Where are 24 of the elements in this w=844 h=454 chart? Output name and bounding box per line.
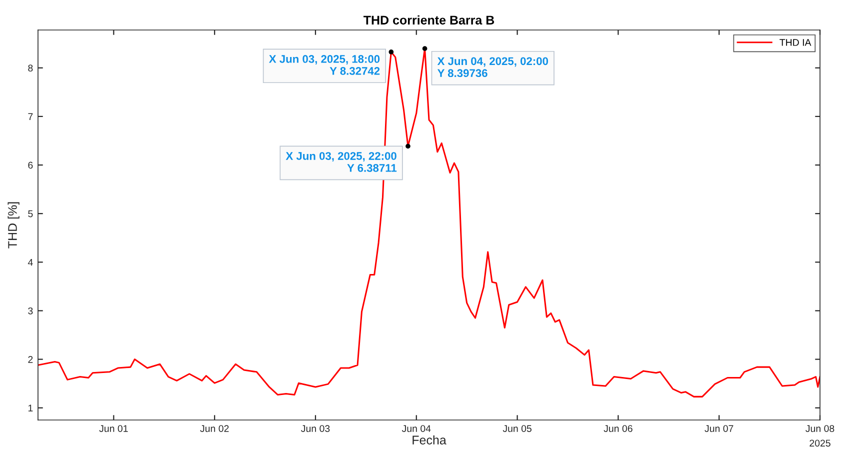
x-axis-title: Fecha [412, 435, 446, 444]
y-tick-label: 8 [28, 64, 33, 72]
y-tick-label: 4 [28, 258, 33, 266]
x-tick-label: Jun 03 [301, 425, 330, 432]
annotation: X Jun 04, 2025, 02:00 Y 8.39736 [437, 57, 548, 78]
x-tick-label: Jun 07 [704, 425, 734, 432]
annotation: X Jun 03, 2025, 18:00 Y 8.32742 [268, 55, 380, 75]
y-tick-label: 1 [28, 404, 33, 412]
x-tick-label: Jun 05 [502, 425, 532, 432]
x-tick-label: Jun 08 [806, 425, 834, 432]
x-tick-label: Jun 04 [402, 425, 431, 432]
y-tick-label: 3 [28, 307, 33, 314]
y-tick-label: 7 [28, 113, 33, 120]
x-tick-label: Jun 01 [99, 425, 128, 432]
text: 2025 [810, 440, 830, 447]
legend-label: THD IA [780, 39, 812, 46]
y-tick-label: 6 [28, 162, 33, 169]
x-tick-label: Jun 02 [200, 425, 229, 432]
y-axis-title: THD [%] [8, 202, 20, 248]
y-tick-label: 5 [28, 210, 33, 218]
annotation: X Jun 03, 2025, 22:00 Y 6.38711 [286, 152, 397, 172]
chart-title: THD corriente Barra B [364, 15, 494, 25]
x-tick-label: Jun 06 [604, 425, 632, 432]
y-tick-label: 2 [28, 356, 33, 363]
